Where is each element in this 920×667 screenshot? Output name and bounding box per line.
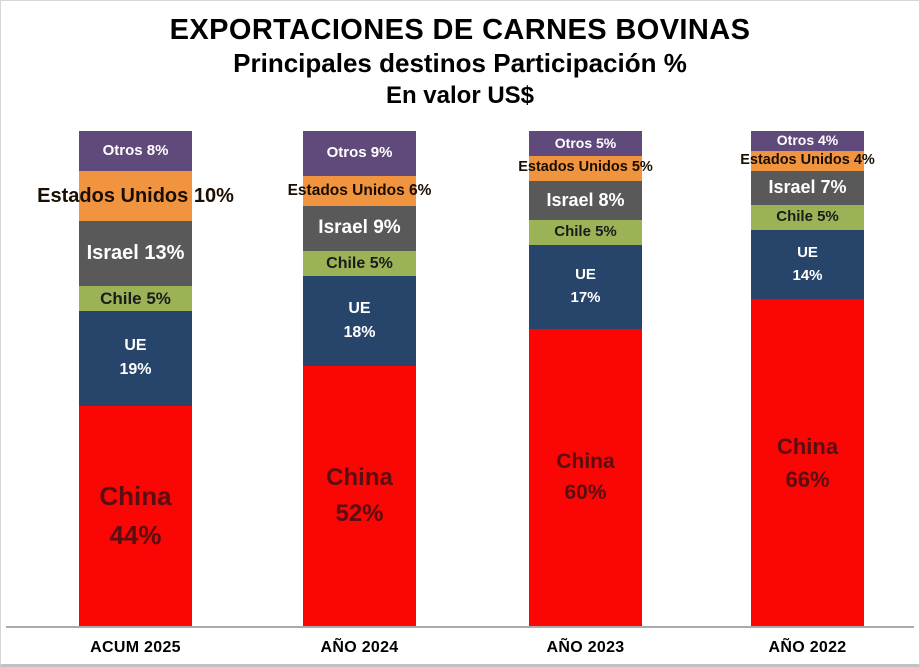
x-axis-label-a-o-2022: AÑO 2022 xyxy=(768,639,847,656)
segment-label: Chile 5% xyxy=(776,208,839,226)
segment-label: 17% xyxy=(570,288,601,306)
segment-label: 60% xyxy=(564,481,607,505)
segment-china: China 60% xyxy=(529,328,642,626)
segment-china: China 52% xyxy=(303,366,416,626)
x-axis-label-acum-2025: ACUM 2025 xyxy=(90,639,181,656)
stacked-bar-acum-2025: Otros 8% Estados Unidos 10% Israel 13% Chil… xyxy=(37,131,234,626)
segment-label: Estados Unidos 6% xyxy=(287,182,432,200)
segment-label: Chile 5% xyxy=(554,223,617,241)
x-axis-label-a-o-2023: AÑO 2023 xyxy=(546,639,625,656)
segment-label: Israel 8% xyxy=(546,189,625,210)
chart-title-block: EXPORTACIONES DE CARNES BOVINAS Principa… xyxy=(1,13,919,111)
segment-label: 44% xyxy=(109,519,162,550)
segment-otros: Otros 4% xyxy=(751,131,864,151)
stacked-bar-a-o-2022: Otros 4% Estados Unidos 4% Israel 7% Chile … xyxy=(740,131,875,626)
segment-label: Otros 9% xyxy=(326,144,393,162)
segment-estados-unidos: Estados Unidos 5% xyxy=(518,155,653,181)
segment-label: 52% xyxy=(335,500,384,527)
x-axis-line xyxy=(6,626,914,628)
segment-estados-unidos: Estados Unidos 4% xyxy=(740,150,875,171)
segment-estados-unidos: Estados Unidos 6% xyxy=(288,176,431,206)
segment-label: China xyxy=(776,433,839,459)
segment-label: Estados Unidos 4% xyxy=(740,151,875,168)
segment-estados-unidos: Estados Unidos 10% xyxy=(37,170,234,221)
chart-subtitle: Principales destinos Participación % xyxy=(233,48,687,78)
segment-ue: UE 18% xyxy=(303,276,416,366)
segment-chile: Chile 5% xyxy=(751,205,864,230)
segment-label: 18% xyxy=(343,324,376,341)
stacked-bar-a-o-2023: Otros 5% Estados Unidos 5% Israel 8% Chile … xyxy=(518,131,653,626)
segment-label: Otros 4% xyxy=(776,132,839,149)
segment-chile: Chile 5% xyxy=(529,220,642,245)
segment-label: China xyxy=(556,449,615,473)
segment-ue: UE 14% xyxy=(751,229,864,300)
segment-label: Chile 5% xyxy=(100,288,171,308)
segment-israel: Israel 13% xyxy=(79,220,192,286)
segment-label: China xyxy=(99,480,172,511)
segment-otros: Otros 8% xyxy=(79,131,192,171)
segment-israel: Israel 9% xyxy=(303,206,416,251)
segment-ue: UE 17% xyxy=(529,244,642,329)
segment-label: Estados Unidos 10% xyxy=(37,184,234,207)
segment-israel: Israel 7% xyxy=(751,170,864,206)
segment-label: Otros 5% xyxy=(554,134,617,151)
segment-china: China 44% xyxy=(79,405,192,626)
segment-ue: UE 19% xyxy=(79,310,192,406)
segment-label: UE xyxy=(124,337,147,355)
x-axis-label-a-o-2024: AÑO 2024 xyxy=(320,639,399,656)
segment-label: Chile 5% xyxy=(326,254,393,272)
segment-label: UE xyxy=(575,266,596,284)
segment-label: UE xyxy=(348,300,371,317)
segment-label: 19% xyxy=(119,361,152,379)
segment-label: Estados Unidos 5% xyxy=(518,159,653,176)
segment-chile: Chile 5% xyxy=(79,285,192,311)
segment-label: Israel 13% xyxy=(86,242,185,265)
segment-label: Otros 8% xyxy=(102,141,169,159)
segment-label: 66% xyxy=(785,466,830,492)
segment-label: UE xyxy=(797,244,818,262)
segment-china: China 66% xyxy=(751,299,864,626)
segment-label: China xyxy=(326,464,393,491)
segment-otros: Otros 9% xyxy=(303,131,416,176)
segment-otros: Otros 5% xyxy=(529,131,642,156)
stacked-bar-a-o-2024: Otros 9% Estados Unidos 6% Israel 9% Chile … xyxy=(288,131,431,626)
chart-title: EXPORTACIONES DE CARNES BOVINAS xyxy=(169,14,751,46)
segment-label: Israel 9% xyxy=(318,217,401,239)
segment-label: 14% xyxy=(792,266,823,284)
segment-label: Israel 7% xyxy=(768,177,847,198)
segment-israel: Israel 8% xyxy=(529,180,642,221)
chart-unit-note: En valor US$ xyxy=(385,82,535,109)
segment-chile: Chile 5% xyxy=(303,251,416,276)
